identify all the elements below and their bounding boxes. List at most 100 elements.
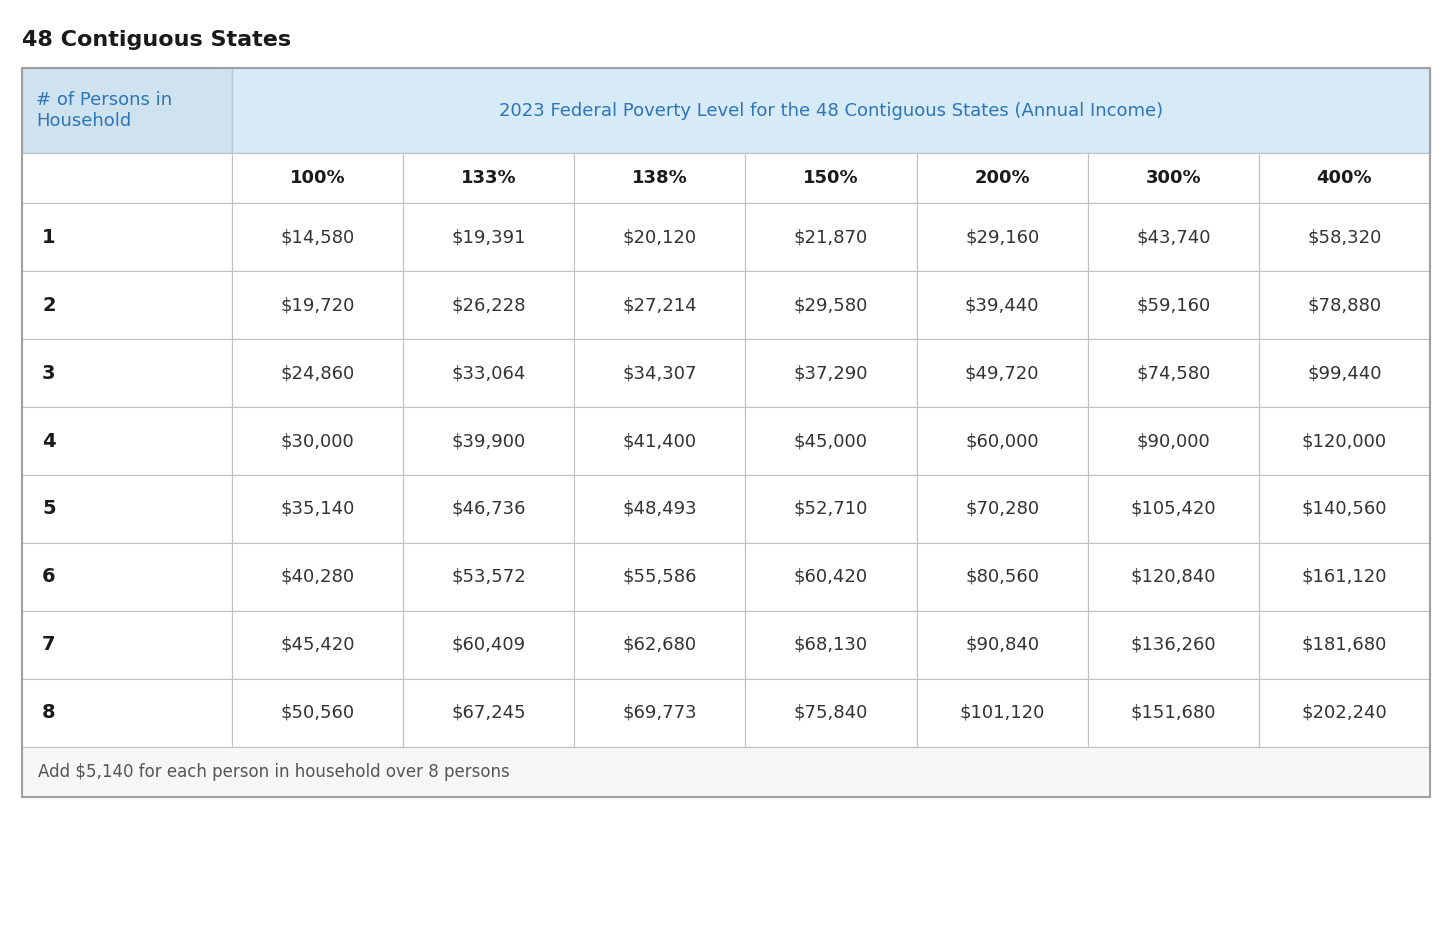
Text: $78,880: $78,880 (1307, 296, 1381, 314)
Bar (22, 153, 232, 203)
Bar (404, 203, 575, 271)
Bar (404, 271, 575, 339)
Text: $53,572: $53,572 (452, 568, 526, 586)
Text: $80,560: $80,560 (966, 568, 1040, 586)
Text: 150%: 150% (803, 169, 858, 187)
Bar (1259, 407, 1430, 475)
Text: $120,840: $120,840 (1131, 568, 1215, 586)
Text: $136,260: $136,260 (1131, 636, 1217, 654)
Bar (22, 68, 232, 153)
Bar (745, 679, 916, 747)
Text: # of Persons in
Household: # of Persons in Household (36, 91, 173, 130)
Text: $99,440: $99,440 (1307, 364, 1382, 382)
Text: $60,420: $60,420 (794, 568, 868, 586)
Bar (1259, 271, 1430, 339)
Bar (745, 153, 916, 203)
Bar (1259, 475, 1430, 543)
Bar (1259, 203, 1430, 271)
Bar (232, 611, 404, 679)
Text: $14,580: $14,580 (280, 228, 354, 246)
Text: 1: 1 (42, 228, 55, 247)
Bar (1088, 339, 1259, 407)
Text: $45,420: $45,420 (280, 636, 354, 654)
Bar (1259, 339, 1430, 407)
Bar (404, 153, 575, 203)
Text: $29,160: $29,160 (966, 228, 1040, 246)
Bar (916, 543, 1088, 611)
Bar (404, 543, 575, 611)
Text: 48 Contiguous States: 48 Contiguous States (22, 30, 290, 50)
Text: $43,740: $43,740 (1135, 228, 1211, 246)
Text: $181,680: $181,680 (1302, 636, 1387, 654)
Text: $67,245: $67,245 (452, 704, 526, 722)
Text: $101,120: $101,120 (960, 704, 1045, 722)
Text: $140,560: $140,560 (1301, 500, 1387, 518)
Bar (575, 475, 745, 543)
Text: $20,120: $20,120 (623, 228, 697, 246)
Text: $21,870: $21,870 (794, 228, 868, 246)
Text: $19,720: $19,720 (280, 296, 354, 314)
Bar (22, 68, 1430, 797)
Text: $202,240: $202,240 (1301, 704, 1387, 722)
Bar (22, 475, 232, 543)
Bar (232, 339, 404, 407)
Text: $40,280: $40,280 (280, 568, 354, 586)
Text: $49,720: $49,720 (966, 364, 1040, 382)
Bar (22, 407, 232, 475)
Bar (575, 203, 745, 271)
Bar (916, 203, 1088, 271)
Text: $120,000: $120,000 (1302, 432, 1387, 450)
Bar (575, 339, 745, 407)
Bar (232, 153, 404, 203)
Text: $30,000: $30,000 (280, 432, 354, 450)
Text: $90,000: $90,000 (1137, 432, 1210, 450)
Bar (232, 68, 1430, 153)
Bar (1259, 611, 1430, 679)
Bar (232, 475, 404, 543)
Text: 300%: 300% (1146, 169, 1201, 187)
Text: $45,000: $45,000 (794, 432, 868, 450)
Bar (1088, 153, 1259, 203)
Bar (916, 153, 1088, 203)
Bar (745, 271, 916, 339)
Text: $37,290: $37,290 (794, 364, 868, 382)
Bar (745, 203, 916, 271)
Bar (232, 679, 404, 747)
Bar (745, 339, 916, 407)
Bar (1088, 475, 1259, 543)
Bar (22, 339, 232, 407)
Text: $68,130: $68,130 (794, 636, 868, 654)
Bar (232, 407, 404, 475)
Text: $161,120: $161,120 (1301, 568, 1387, 586)
Text: $52,710: $52,710 (794, 500, 868, 518)
Bar (404, 611, 575, 679)
Bar (1259, 679, 1430, 747)
Bar (22, 679, 232, 747)
Bar (22, 203, 232, 271)
Bar (22, 747, 1430, 797)
Bar (232, 543, 404, 611)
Bar (575, 407, 745, 475)
Text: 200%: 200% (974, 169, 1029, 187)
Text: 138%: 138% (632, 169, 688, 187)
Bar (916, 271, 1088, 339)
Text: $74,580: $74,580 (1135, 364, 1211, 382)
Text: 133%: 133% (460, 169, 517, 187)
Bar (575, 543, 745, 611)
Bar (916, 475, 1088, 543)
Text: $105,420: $105,420 (1131, 500, 1217, 518)
Bar (22, 611, 232, 679)
Text: $41,400: $41,400 (623, 432, 697, 450)
Bar (745, 543, 916, 611)
Text: $60,000: $60,000 (966, 432, 1040, 450)
Text: $24,860: $24,860 (280, 364, 354, 382)
Text: $59,160: $59,160 (1135, 296, 1211, 314)
Bar (232, 203, 404, 271)
Text: 3: 3 (42, 363, 55, 382)
Text: $46,736: $46,736 (452, 500, 526, 518)
Bar (1088, 543, 1259, 611)
Text: $60,409: $60,409 (452, 636, 526, 654)
Bar (22, 543, 232, 611)
Text: $75,840: $75,840 (794, 704, 868, 722)
Bar (745, 475, 916, 543)
